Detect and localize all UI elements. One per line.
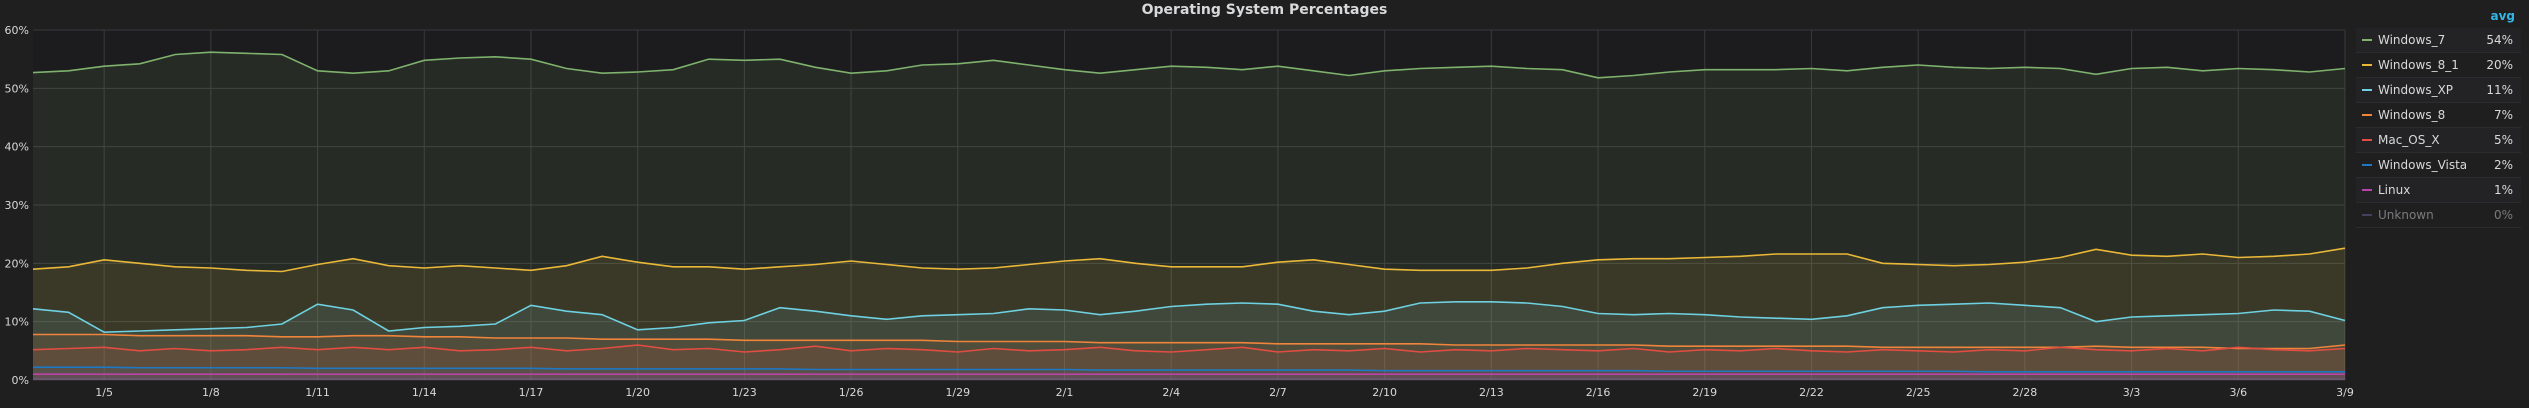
x-tick-label: 1/20 [625, 386, 650, 399]
x-tick-label: 2/19 [1692, 386, 1717, 399]
series-area-windows-xp [33, 301, 2345, 380]
x-axis: 1/5 1/8 1/11 1/14 1/17 1/20 1/23 1/26 1/29 2/1 2/4… [95, 386, 2354, 399]
series-line-windows-8 [33, 333, 2346, 350]
legend-item-linux[interactable]: Linux 1% [2356, 178, 2521, 203]
y-tick-label: 10% [5, 316, 29, 329]
legend-item-windows-8-1[interactable]: Windows_8_1 20% [2356, 53, 2521, 78]
legend-series-name[interactable]: Windows_8_1 [2378, 58, 2459, 72]
x-tick-label: 1/11 [305, 386, 330, 399]
legend-series-name[interactable]: Windows_XP [2378, 83, 2454, 97]
legend-swatch-icon[interactable] [2362, 189, 2372, 191]
series-area-linux [33, 374, 2345, 380]
series-area-unknown [33, 378, 2345, 380]
line-layer [32, 51, 2346, 380]
legend-swatch-icon[interactable] [2362, 39, 2372, 41]
legend: avg Windows_7 54% Windows_8_1 20% Windows_XP… [2356, 4, 2521, 228]
y-tick-label: 60% [5, 24, 29, 37]
x-tick-label: 2/16 [1586, 386, 1611, 399]
legend-item-mac-os-x[interactable]: Mac_OS_X 5% [2356, 128, 2521, 153]
legend-swatch-icon[interactable] [2362, 139, 2372, 141]
legend-item-unknown[interactable]: Unknown 0% [2356, 203, 2521, 228]
x-tick-label: 1/5 [95, 386, 113, 399]
series-line-windows-xp [32, 301, 2346, 333]
x-tick-label: 3/9 [2336, 386, 2354, 399]
series-line-windows-7 [32, 51, 2346, 79]
legend-swatch-icon[interactable] [2362, 164, 2372, 166]
area-chart: 0%10%20%30%40%50%60% 1/5 1/8 1/11 1/14 1/17 1… [5, 24, 2354, 399]
x-tick-label: 2/4 [1162, 386, 1180, 399]
x-tick-label: 1/23 [732, 386, 757, 399]
legend-swatch-icon[interactable] [2362, 214, 2372, 216]
legend-item-windows-xp[interactable]: Windows_XP 11% [2356, 78, 2521, 103]
x-tick-label: 1/17 [519, 386, 544, 399]
y-tick-label: 50% [5, 82, 29, 95]
legend-series-avg: 5% [2493, 133, 2513, 147]
legend-series-avg: 1% [2493, 183, 2513, 197]
x-tick-label: 1/29 [945, 386, 970, 399]
x-tick-label: 2/1 [1056, 386, 1074, 399]
x-tick-label: 2/10 [1372, 386, 1397, 399]
x-tick-label: 3/3 [2123, 386, 2141, 399]
legend-item-windows-7[interactable]: Windows_7 54% [2356, 28, 2521, 53]
legend-swatch-icon[interactable] [2362, 64, 2372, 66]
legend-series-avg: 54% [2486, 33, 2513, 47]
y-tick-label: 30% [5, 199, 29, 212]
x-tick-label: 1/26 [839, 386, 864, 399]
x-tick-label: 1/14 [412, 386, 437, 399]
series-line-windows-vista [33, 366, 2345, 373]
x-tick-label: 3/6 [2229, 386, 2247, 399]
area-layer [33, 52, 2345, 381]
y-tick-label: 40% [5, 141, 29, 154]
series-line-windows-8-1 [32, 247, 2346, 273]
legend-series-avg: 7% [2493, 108, 2513, 122]
legend-item-windows-8[interactable]: Windows_8 7% [2356, 103, 2521, 128]
x-tick-label: 2/28 [2013, 386, 2038, 399]
series-area-windows-7 [33, 52, 2345, 381]
legend-series-avg: 0% [2493, 208, 2513, 222]
grid-layer [33, 29, 2346, 381]
legend-header-avg[interactable]: avg [2490, 9, 2515, 23]
y-axis: 0% 10% 20% 30% 40% 50% 60% [5, 24, 29, 387]
x-tick-label: 2/22 [1799, 386, 1824, 399]
y-tick-label: 20% [5, 257, 29, 270]
legend-series-name[interactable]: Linux [2378, 183, 2411, 197]
legend-series-avg: 20% [2486, 58, 2513, 72]
legend-series-name[interactable]: Unknown [2378, 208, 2434, 222]
legend-series-name[interactable]: Windows_Vista [2378, 158, 2468, 172]
legend-series-name[interactable]: Windows_7 [2378, 33, 2446, 47]
x-tick-label: 2/13 [1479, 386, 1504, 399]
x-tick-label: 2/7 [1269, 386, 1287, 399]
legend-swatch-icon[interactable] [2362, 89, 2372, 91]
x-tick-label: 1/8 [202, 386, 220, 399]
legend-series-name[interactable]: Mac_OS_X [2378, 133, 2440, 147]
legend-series-name[interactable]: Windows_8 [2378, 108, 2446, 122]
legend-swatch-icon[interactable] [2362, 114, 2372, 116]
legend-item-windows-vista[interactable]: Windows_Vista 2% [2356, 153, 2521, 178]
legend-series-avg: 2% [2493, 158, 2513, 172]
legend-series-avg: 11% [2486, 83, 2513, 97]
series-line-mac-os-x [32, 344, 2346, 353]
x-tick-label: 2/25 [1906, 386, 1931, 399]
panel-title[interactable]: Operating System Percentages [1141, 2, 1388, 18]
y-tick-label: 0% [12, 374, 29, 387]
